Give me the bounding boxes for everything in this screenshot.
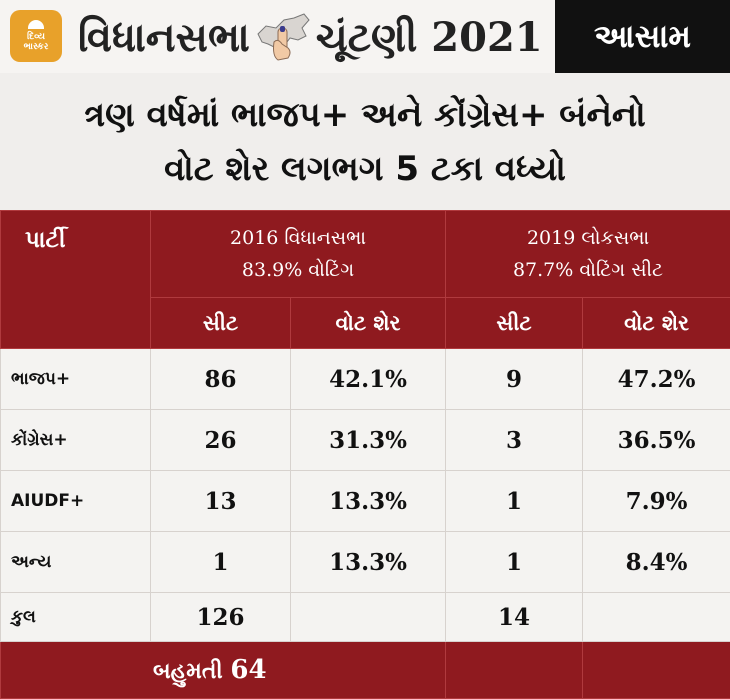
majority-row: બહુમતી 64: [0, 641, 730, 699]
vote-share-2019: 8.4%: [582, 531, 730, 593]
table-row: અન્ય 1 13.3% 1 8.4%: [0, 531, 730, 593]
divya-bhaskar-logo: દિવ્ય ભાસ્કર: [10, 10, 62, 62]
total-row: કુલ 126 14: [0, 592, 730, 642]
headline-line1: ત્રણ વર્ષમાં ભાજપ+ અને કોંગ્રેસ+ બંનેનો: [84, 94, 646, 135]
headline: ત્રણ વર્ષમાં ભાજપ+ અને કોંગ્રેસ+ બંનેનો …: [0, 73, 730, 210]
party-column-header: પાર્ટી: [0, 210, 151, 349]
group-2016-header: 2016 વિધાનસભા 83.9% વોટિંગ: [149, 210, 447, 298]
results-table: પાર્ટી 2016 વિધાનસભા 83.9% વોટિંગ 2019 લ…: [0, 210, 730, 699]
group-2019-line1: 2019 લોકસભા: [526, 227, 650, 249]
seats-2016: 13: [150, 470, 291, 532]
group-2019-line2: 87.7% વોટિંગ સીટ: [512, 259, 664, 281]
seats-2019: 3: [445, 409, 584, 471]
headline-line2: વોટ શેર લગભગ 5 ટકા વધ્યો: [164, 148, 566, 189]
table-row: ભાજપ+ 86 42.1% 9 47.2%: [0, 348, 730, 410]
header: દિવ્ય ભાસ્કર વિધાનસભા ચૂંટણી 2021 આસામ: [0, 0, 730, 73]
vote-share-2019: 7.9%: [582, 470, 730, 532]
group-2016-line2: 83.9% વોટિંગ: [241, 259, 355, 281]
header-title: વિધાનસભા ચૂંટણી 2021: [78, 8, 543, 66]
group-2019-header: 2019 લોકસભા 87.7% વોટિંગ સીટ: [445, 210, 730, 298]
majority-label: બહુમતી: [153, 659, 223, 684]
party-name: કોંગ્રેસ+: [0, 409, 151, 471]
vote-share-2019: 47.2%: [582, 348, 730, 410]
majority-cell: બહુમતી 64: [0, 641, 447, 699]
majority-value: 64: [230, 655, 267, 685]
total-vote-2019-empty: [582, 592, 730, 642]
total-seats-2019: 14: [445, 592, 584, 642]
total-vote-2016-empty: [289, 592, 447, 642]
total-seats-2016: 126: [150, 592, 291, 642]
party-name: અન્ય: [0, 531, 151, 593]
vote-share-2019-header: વોટ શેર: [582, 297, 730, 349]
seats-2016: 26: [150, 409, 291, 471]
party-name: ભાજપ+: [0, 348, 151, 410]
assam-map-voting-finger-icon: [257, 13, 310, 61]
table-row: AIUDF+ 13 13.3% 1 7.9%: [0, 470, 730, 532]
seats-2016-header: સીટ: [150, 297, 291, 349]
vote-share-2016: 42.1%: [289, 348, 447, 410]
vote-share-2016: 31.3%: [289, 409, 447, 471]
title-part1: વિધાનસભા: [78, 13, 250, 61]
vote-share-2016-header: વોટ શેર: [289, 297, 447, 349]
seats-2016: 1: [150, 531, 291, 593]
total-label: કુલ: [0, 592, 151, 642]
party-name: AIUDF+: [0, 470, 151, 532]
vote-share-2016: 13.3%: [289, 531, 447, 593]
seats-2019: 9: [445, 348, 584, 410]
majority-empty-1: [445, 641, 584, 699]
seats-2019-header: સીટ: [445, 297, 584, 349]
table-row: કોંગ્રેસ+ 26 31.3% 3 36.5%: [0, 409, 730, 471]
seats-2019: 1: [445, 531, 584, 593]
majority-empty-2: [582, 641, 730, 699]
state-badge: આસામ: [555, 0, 730, 73]
logo-line1: દિવ્ય: [27, 32, 45, 42]
logo-sun-icon: [28, 20, 44, 29]
vote-share-2016: 13.3%: [289, 470, 447, 532]
seats-2016: 86: [150, 348, 291, 410]
title-part2: ચૂંટણી 2021: [315, 13, 543, 61]
group-2016-line1: 2016 વિધાનસભા: [230, 227, 366, 249]
vote-share-2019: 36.5%: [582, 409, 730, 471]
logo-line2: ભાસ્કર: [23, 42, 49, 52]
seats-2019: 1: [445, 470, 584, 532]
